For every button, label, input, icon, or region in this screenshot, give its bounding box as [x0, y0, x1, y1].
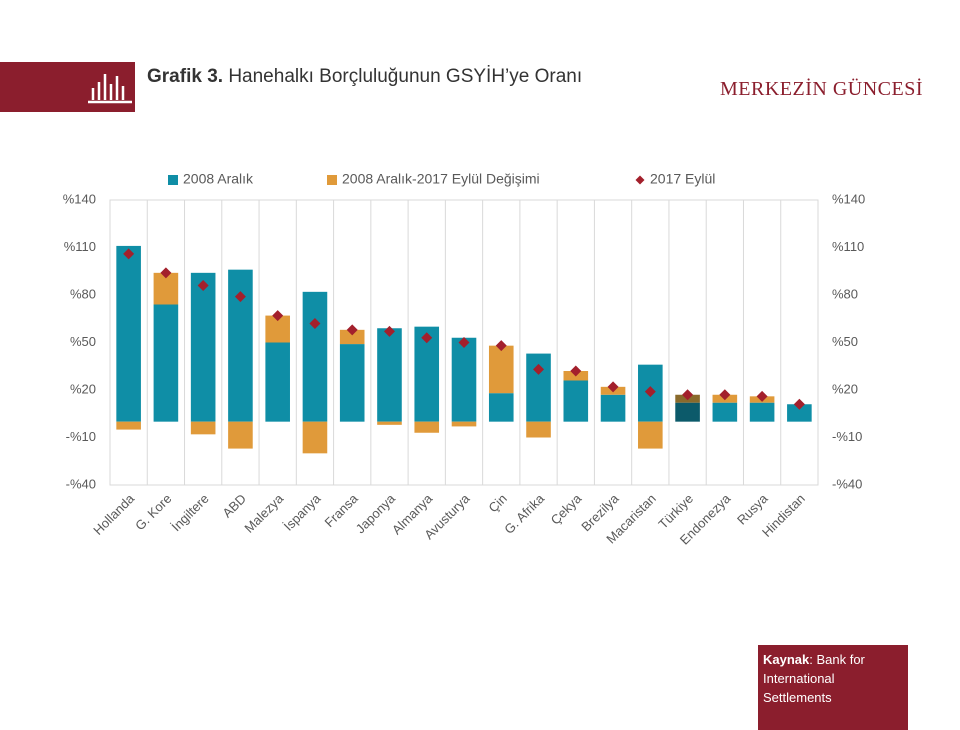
marker: [793, 398, 805, 410]
y2-tick-label: -%40: [832, 476, 862, 491]
marker: [644, 386, 656, 398]
title-text: Hanehalkı Borçluluğunun GSYİH’ye Oranı: [228, 66, 583, 87]
y2-tick-label: %80: [832, 286, 858, 301]
header-band: [0, 62, 135, 112]
marker: [346, 324, 358, 336]
x-tick-label: İngiltere: [168, 491, 211, 534]
y-tick-label: %20: [70, 381, 96, 396]
bar: [600, 394, 626, 422]
bar: [302, 291, 328, 422]
legend-marker: [635, 175, 645, 185]
marker: [458, 337, 470, 348]
x-tick-label: Malezya: [241, 490, 286, 535]
bar: [377, 328, 402, 422]
marker: [309, 318, 321, 329]
x-tick-label: G. Kore: [132, 491, 174, 533]
bar: [749, 402, 775, 422]
x-tick-label: Hollanda: [90, 490, 137, 537]
x-tick-label: G. Afrika: [501, 490, 547, 536]
bar: [675, 402, 700, 422]
y2-tick-label: %140: [832, 191, 865, 206]
marker: [682, 389, 694, 401]
change-bar: [116, 421, 141, 430]
change-bar: [526, 421, 551, 438]
bar: [563, 380, 589, 422]
bar: [488, 393, 514, 422]
y-tick-label: %50: [70, 334, 96, 349]
legend-swatch: [168, 175, 178, 185]
bar: [339, 344, 365, 422]
change-bar: [190, 421, 216, 435]
y2-tick-label: -%10: [832, 429, 862, 444]
legend-swatch: [327, 175, 337, 185]
change-bar: [228, 421, 253, 449]
y-tick-label: %140: [63, 191, 96, 206]
change-bar: [488, 345, 514, 394]
y-tick-label: %80: [70, 286, 96, 301]
marker: [570, 365, 582, 377]
legend-label: 2017 Eylül: [650, 171, 715, 187]
change-bar: [339, 329, 365, 345]
x-tick-label: ABD: [219, 491, 249, 521]
title: Grafik 3. Hanehalkı Borçluluğunun GSYİH’…: [147, 66, 617, 88]
marker: [234, 291, 246, 303]
y2-tick-label: %20: [832, 381, 858, 396]
marker: [719, 389, 731, 401]
legend-label: 2008 Aralık: [183, 171, 254, 187]
brand: MERKEZİN GÜNCESİ: [720, 78, 923, 100]
change-bar: [414, 421, 440, 433]
x-tick-label: Çin: [485, 491, 509, 515]
bar: [265, 342, 290, 422]
marker: [160, 267, 172, 279]
icon: [88, 74, 132, 104]
marker: [123, 248, 135, 260]
marker: [495, 340, 507, 352]
marker: [383, 325, 395, 337]
change-bar: [377, 421, 402, 425]
legend-label: 2008 Aralık-2017 Eylül Değişimi: [342, 171, 540, 187]
bar: [451, 337, 477, 422]
title-prefix: Grafik 3.: [147, 66, 224, 87]
source-text: : Bank for International Settlements: [763, 652, 865, 705]
y-tick-label: -%40: [66, 476, 96, 491]
y-tick-label: %110: [64, 239, 96, 254]
marker: [533, 363, 545, 375]
bar: [190, 272, 216, 422]
bar: [712, 402, 738, 422]
change-bar: [638, 421, 663, 449]
change-bar: [302, 421, 328, 454]
bar: [787, 404, 812, 422]
bar: [153, 304, 179, 422]
marker: [756, 390, 768, 402]
bar: [116, 245, 141, 422]
marker: [421, 332, 433, 344]
y-tick-label: -%10: [66, 429, 96, 444]
change-bar: [451, 421, 477, 427]
source: Kaynak: Bank for International Settlemen…: [758, 645, 908, 730]
y2-tick-label: %50: [832, 334, 858, 349]
plot-area: [109, 199, 819, 486]
x-tick-label: İspanya: [281, 490, 324, 533]
bar: [526, 353, 551, 422]
source-label: Kaynak: [763, 652, 810, 667]
marker: [197, 280, 209, 291]
marker: [607, 381, 619, 393]
y2-tick-label: %110: [832, 239, 864, 254]
marker: [272, 310, 284, 322]
chart: -%40 -%10 %20 %50 %80 %110 %140 -%40 -%10 %20 %50%…: [63, 171, 866, 548]
